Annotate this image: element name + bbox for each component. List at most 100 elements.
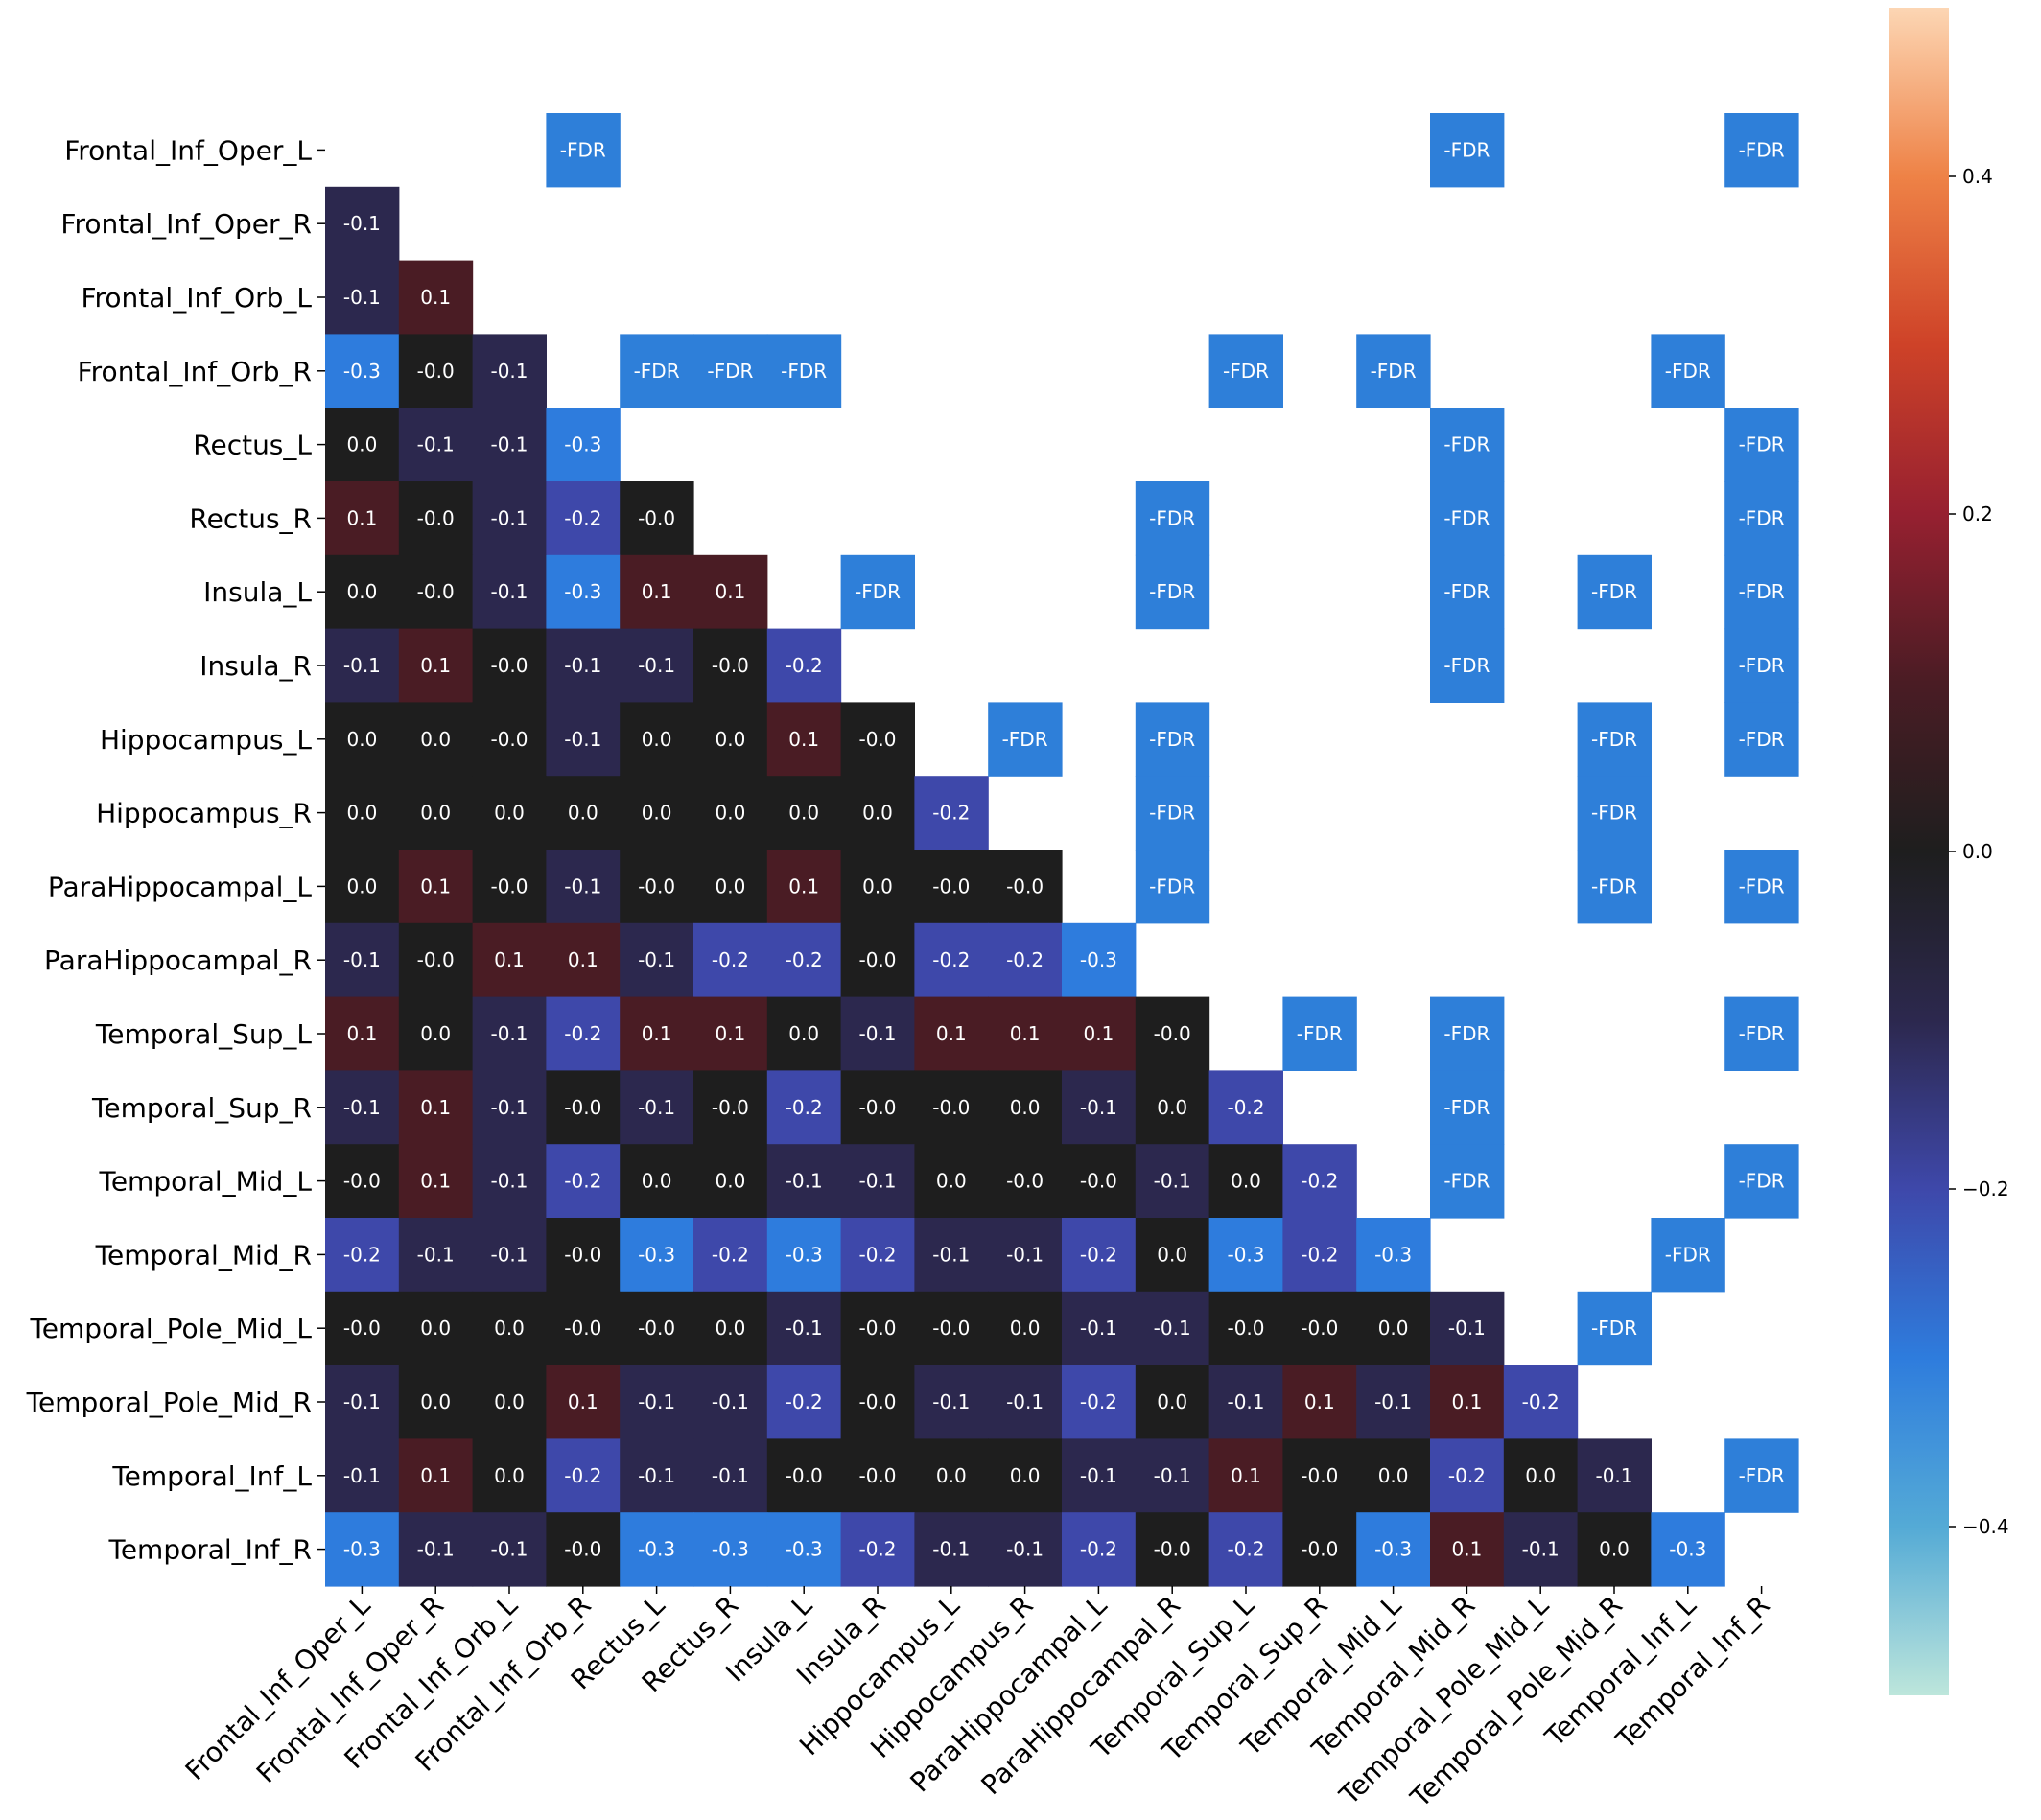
heatmap-cell-value: 0.0: [642, 802, 672, 825]
heatmap-cell-value: -0.1: [1448, 1317, 1486, 1340]
heatmap-cell-value: 0.1: [420, 1170, 451, 1193]
heatmap-cell: [1208, 1218, 1283, 1293]
heatmap-cell: [766, 702, 842, 777]
heatmap-cell: [546, 1218, 621, 1293]
heatmap-cell: [398, 334, 474, 408]
heatmap-cell-value: 0.0: [346, 433, 377, 456]
heatmap-cell: [693, 1365, 768, 1439]
heatmap-cell-value: -0.3: [1669, 1538, 1706, 1561]
heatmap-cell: [620, 1144, 694, 1219]
heatmap-cell-value: 0.0: [494, 802, 525, 825]
heatmap-cell-value: -0.3: [343, 1538, 381, 1561]
heatmap-cell: [766, 1070, 842, 1145]
heatmap-cell-value: 0.0: [420, 1317, 451, 1340]
heatmap-cell: [325, 186, 400, 262]
heatmap-cell-value: 0.0: [715, 875, 745, 898]
heatmap-cell: [1282, 1512, 1357, 1587]
heatmap-cell-value: -0.2: [1006, 948, 1044, 971]
fdr-cell: [1577, 1291, 1652, 1366]
heatmap-cell: [325, 1438, 400, 1513]
fdr-cell-label: -FDR: [1591, 802, 1637, 825]
heatmap-cell-value: -0.1: [712, 1464, 749, 1487]
heatmap-cell: [472, 408, 547, 482]
heatmap-cell-value: 0.0: [1157, 1243, 1187, 1266]
heatmap-cell: [546, 628, 621, 703]
heatmap-cell-value: 0.0: [420, 1390, 451, 1413]
heatmap-cell-value: 0.1: [568, 1390, 598, 1413]
heatmap-cell: [766, 1144, 842, 1219]
heatmap-cell: [914, 850, 989, 924]
heatmap-cell-value: 0.1: [346, 506, 377, 529]
fdr-cell: [1577, 554, 1652, 630]
heatmap-cell-value: -0.2: [1080, 1538, 1117, 1561]
heatmap-cell-value: -0.3: [712, 1538, 749, 1561]
heatmap-cell-labels: -0.1 -0.1 0.1 -0.3 -0.0 -0.1 0.0 -0.1 -0.1 -0.3 0.…: [343, 138, 1785, 1560]
heatmap-cell-value: 0.0: [494, 1317, 525, 1340]
heatmap-cell: [766, 1438, 842, 1513]
heatmap-cell-value: -0.2: [858, 1538, 896, 1561]
heatmap-cell: [398, 776, 474, 851]
heatmap-cell-value: 0.1: [420, 1096, 451, 1119]
heatmap-cell: [840, 1070, 915, 1145]
heatmap-cell: [398, 1218, 474, 1293]
heatmap-cell-value: 0.1: [788, 875, 819, 898]
heatmap-cell-value: 0.0: [346, 875, 377, 898]
heatmap-cell-value: -0.1: [932, 1538, 970, 1561]
heatmap-cell: [1062, 1144, 1137, 1219]
heatmap-cell: [620, 1438, 694, 1513]
heatmap-cell-value: 0.1: [420, 875, 451, 898]
heatmap-cell-value: 0.0: [862, 875, 893, 898]
heatmap-cell-value: 0.1: [1451, 1390, 1482, 1413]
heatmap-cell-value: -0.0: [1080, 1170, 1117, 1193]
heatmap-cell: [620, 628, 694, 703]
heatmap-cell: [546, 408, 621, 482]
heatmap-cell-value: -0.0: [490, 654, 528, 677]
heatmap-cell-value: -0.1: [1154, 1464, 1191, 1487]
heatmap-cell: [325, 776, 400, 851]
heatmap-cell-value: -0.3: [638, 1243, 675, 1266]
heatmap-cell: [1430, 1512, 1505, 1587]
heatmap-cell: [693, 1144, 768, 1219]
heatmap-cell: [325, 1218, 400, 1293]
fdr-cell: [1208, 334, 1283, 408]
heatmap-cell-value: -0.0: [858, 1464, 896, 1487]
heatmap-cell: [693, 1218, 768, 1293]
y-tick-label: Temporal_Inf_L: [111, 1460, 312, 1492]
heatmap-cell: [693, 1438, 768, 1513]
fdr-cell-label: -FDR: [1149, 580, 1195, 603]
heatmap-cell: [914, 1512, 989, 1587]
heatmap-cell-value: 0.0: [642, 728, 672, 751]
y-tick-label: Rectus_L: [193, 430, 312, 461]
heatmap-cell-value: -0.0: [564, 1538, 601, 1561]
heatmap-cell: [620, 481, 694, 556]
fdr-cell: [693, 334, 768, 408]
heatmap-cell: [914, 922, 989, 998]
heatmap-cell-value: -0.0: [1006, 1170, 1044, 1193]
fdr-cell: [1356, 334, 1431, 408]
fdr-cell-label: -FDR: [634, 360, 680, 383]
heatmap-cell-value: 0.0: [420, 802, 451, 825]
heatmap-cell: [325, 554, 400, 630]
heatmap-cell: [914, 1070, 989, 1145]
heatmap-cell: [693, 1512, 768, 1587]
heatmap-cell: [620, 1291, 694, 1366]
heatmap-cell-value: -0.0: [858, 1390, 896, 1413]
heatmap-cell: [325, 408, 400, 482]
heatmap-cell-value: 0.1: [788, 728, 819, 751]
fdr-cell: [1724, 554, 1799, 630]
fdr-cell: [1724, 408, 1799, 482]
heatmap-cell-value: -0.1: [490, 580, 528, 603]
fdr-cell-label: -FDR: [1591, 580, 1637, 603]
heatmap-cell: [620, 554, 694, 630]
fdr-cell: [1724, 113, 1799, 188]
fdr-cell: [1724, 481, 1799, 556]
fdr-cell: [1577, 776, 1652, 851]
heatmap-cell: [914, 1218, 989, 1293]
heatmap-cell: [1282, 1365, 1357, 1439]
heatmap-cell: [1356, 1512, 1431, 1587]
heatmap-cell-value: 0.0: [936, 1464, 967, 1487]
heatmap-cell: [1062, 1512, 1137, 1587]
heatmap-cell-value: -0.0: [1154, 1538, 1191, 1561]
y-tick-label: Frontal_Inf_Oper_L: [64, 134, 312, 166]
fdr-cell-label: -FDR: [1591, 875, 1637, 898]
